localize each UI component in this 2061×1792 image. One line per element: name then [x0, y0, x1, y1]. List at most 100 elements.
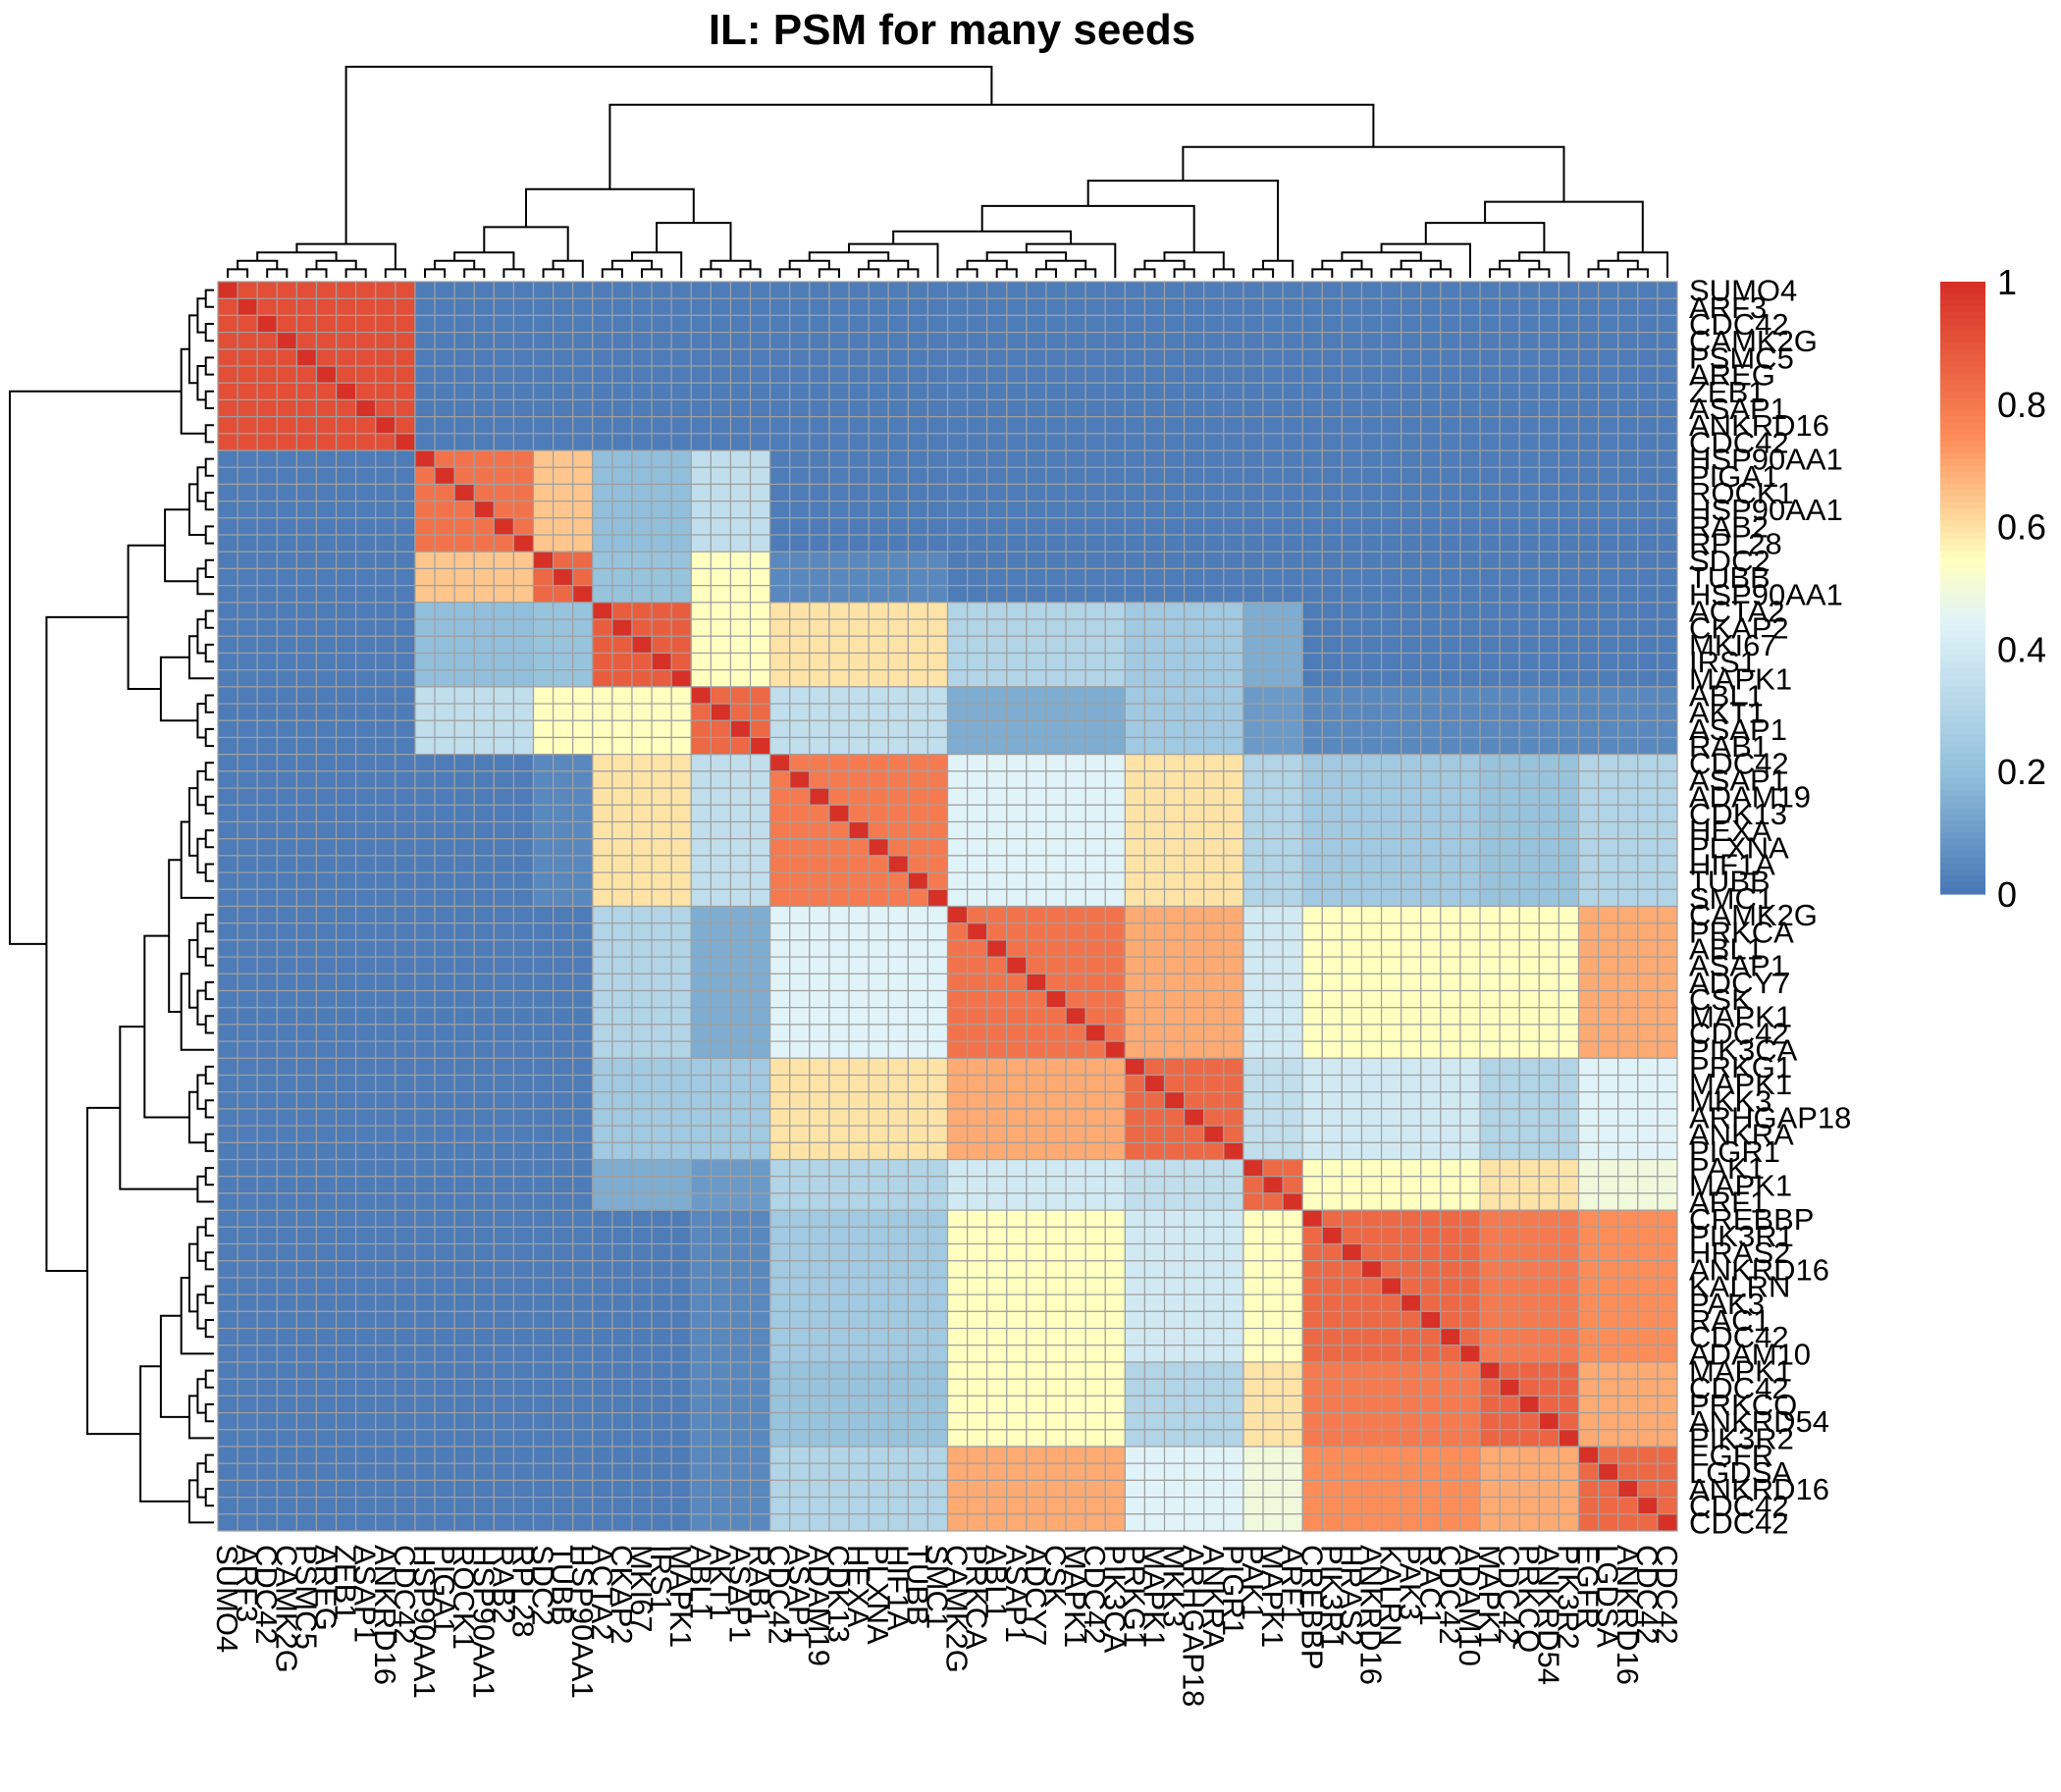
- heatmap-cell: [217, 787, 238, 806]
- heatmap-cell: [473, 348, 495, 367]
- heatmap-cell: [532, 602, 555, 620]
- heatmap-cell: [276, 1024, 297, 1042]
- heatmap-cell: [986, 754, 1008, 772]
- heatmap-cell: [710, 855, 732, 873]
- heatmap-cell: [710, 719, 732, 739]
- heatmap-cell: [1006, 1024, 1028, 1042]
- heatmap-cell: [1499, 1057, 1520, 1077]
- heatmap-cell: [926, 365, 949, 384]
- heatmap-cell: [375, 1192, 396, 1211]
- heatmap-cell: [1440, 1242, 1461, 1262]
- heatmap-cell: [986, 1310, 1008, 1330]
- heatmap-cell: [1223, 956, 1244, 975]
- heatmap-cell: [809, 871, 830, 890]
- heatmap-cell: [611, 1344, 633, 1363]
- heatmap-cell: [749, 635, 771, 655]
- heatmap-cell: [986, 736, 1008, 756]
- heatmap-cell: [493, 1176, 515, 1194]
- heatmap-cell: [926, 1108, 949, 1127]
- heatmap-cell: [907, 1209, 928, 1228]
- heatmap-cell: [1124, 855, 1146, 873]
- heatmap-cell: [395, 1242, 416, 1262]
- heatmap-cell: [276, 1242, 297, 1262]
- heatmap-cell: [355, 804, 377, 823]
- heatmap-cell: [1184, 1344, 1205, 1363]
- heatmap-cell: [512, 1024, 535, 1042]
- heatmap-cell: [553, 551, 574, 570]
- heatmap-cell: [1617, 1007, 1639, 1026]
- heatmap-cell: [710, 1226, 732, 1245]
- heatmap-cell: [690, 1378, 712, 1397]
- heatmap-cell: [1184, 332, 1205, 350]
- heatmap-cell: [769, 517, 791, 536]
- heatmap-cell: [1617, 736, 1639, 756]
- heatmap-cell: [512, 585, 535, 604]
- heatmap-cell: [828, 1158, 850, 1178]
- heatmap-cell: [1065, 1192, 1086, 1211]
- heatmap-cell: [809, 398, 830, 418]
- heatmap-cell: [789, 989, 811, 1009]
- heatmap-cell: [1163, 449, 1186, 468]
- heatmap-cell: [434, 517, 455, 536]
- heatmap-cell: [1538, 297, 1560, 317]
- heatmap-cell: [375, 365, 396, 384]
- heatmap-cell: [553, 1260, 574, 1279]
- heatmap-cell: [887, 1226, 909, 1245]
- heatmap-cell: [1459, 973, 1481, 992]
- heatmap-cell: [1006, 348, 1028, 367]
- heatmap-cell: [335, 416, 357, 435]
- heatmap-cell: [355, 719, 377, 739]
- heatmap-cell: [1104, 433, 1126, 451]
- heatmap-cell: [1262, 501, 1284, 519]
- heatmap-cell: [769, 1024, 791, 1042]
- heatmap-cell: [1577, 787, 1600, 806]
- heatmap-cell: [473, 501, 495, 519]
- heatmap-cell: [414, 517, 436, 536]
- heatmap-cell: [1459, 787, 1481, 806]
- heatmap-cell: [966, 1141, 988, 1161]
- heatmap-cell: [1065, 652, 1086, 671]
- heatmap-cell: [1341, 348, 1363, 367]
- heatmap-cell: [848, 871, 870, 890]
- heatmap-cell: [848, 1277, 870, 1295]
- heatmap-cell: [1321, 567, 1343, 587]
- heatmap-cell: [690, 1158, 712, 1178]
- dendrogram-branch: [204, 1488, 214, 1507]
- heatmap-cell: [926, 1074, 949, 1093]
- heatmap-cell: [828, 281, 850, 299]
- heatmap-cell: [335, 686, 357, 705]
- heatmap-cell: [1143, 1074, 1166, 1093]
- heatmap-cell: [315, 1141, 338, 1161]
- heatmap-cell: [375, 888, 396, 908]
- heatmap-cell: [710, 787, 732, 806]
- heatmap-cell: [453, 534, 475, 553]
- heatmap-cell: [295, 1361, 318, 1380]
- heatmap-cell: [651, 382, 672, 401]
- heatmap-cell: [631, 1074, 653, 1093]
- heatmap-cell: [414, 416, 436, 435]
- heatmap-cell: [651, 1327, 672, 1346]
- heatmap-cell: [946, 1091, 969, 1110]
- heatmap-cell: [769, 1091, 791, 1110]
- heatmap-cell: [1341, 382, 1363, 401]
- heatmap-cell: [592, 1327, 613, 1346]
- heatmap-cell: [1598, 1209, 1619, 1228]
- dendrogram-branch: [143, 934, 189, 1119]
- heatmap-cell: [295, 567, 318, 587]
- heatmap-cell: [789, 1361, 811, 1380]
- dendrogram-branch: [204, 457, 214, 477]
- heatmap-cell: [651, 1158, 672, 1178]
- heatmap-cell: [1657, 1192, 1678, 1211]
- heatmap-cell: [729, 922, 752, 941]
- heatmap-cell: [1124, 483, 1146, 502]
- heatmap-cell: [631, 1192, 653, 1211]
- heatmap-cell: [1577, 652, 1600, 671]
- heatmap-cell: [1538, 1125, 1560, 1143]
- heatmap-cell: [1065, 635, 1086, 655]
- heatmap-cell: [395, 1158, 416, 1178]
- dendrogram-branch: [204, 1217, 214, 1237]
- heatmap-cell: [1045, 1074, 1067, 1093]
- heatmap-cell: [1163, 365, 1186, 384]
- heatmap-cell: [1558, 1209, 1580, 1228]
- heatmap-cell: [789, 1176, 811, 1194]
